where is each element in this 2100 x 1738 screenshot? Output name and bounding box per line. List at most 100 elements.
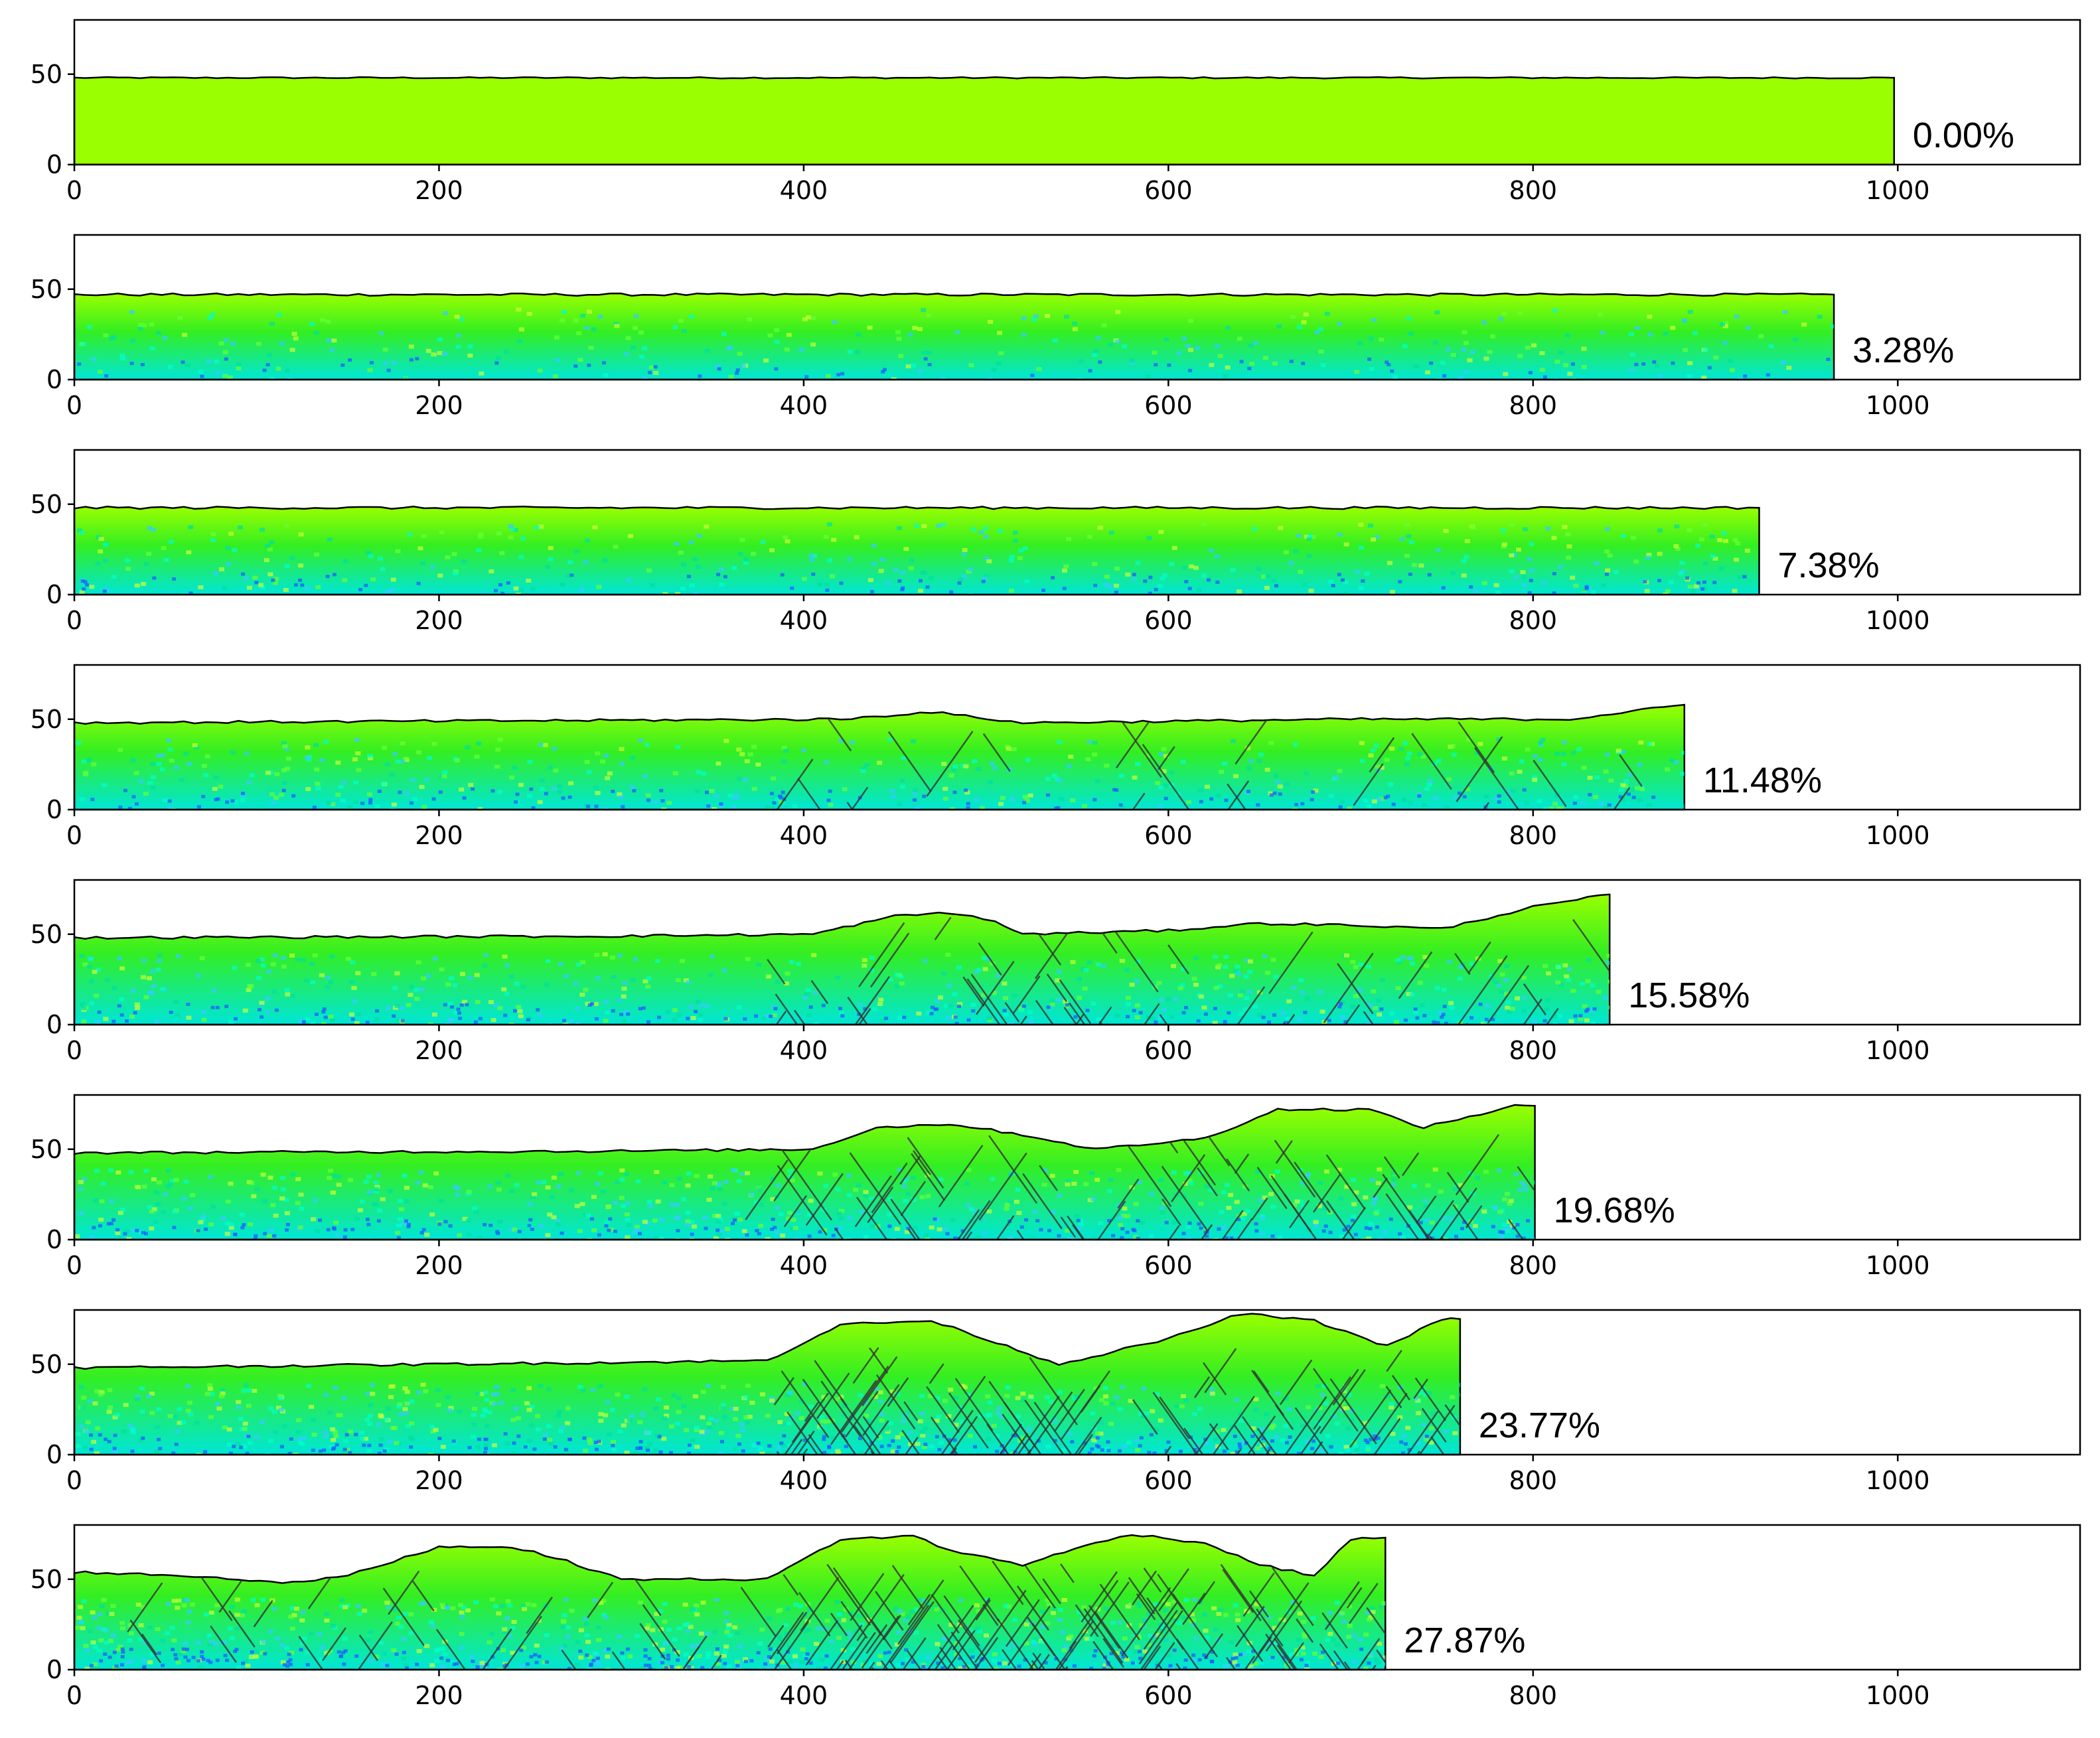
texture-dot [1095, 962, 1101, 967]
texture-dot [824, 760, 830, 764]
texture-dot [1402, 344, 1408, 348]
texture-dot [1158, 584, 1163, 589]
texture-dot [847, 350, 853, 354]
texture-dot [1082, 804, 1087, 808]
texture-dot [1039, 1640, 1045, 1644]
crack-line [1128, 1577, 1156, 1615]
texture-dot [901, 756, 907, 760]
texture-dot [735, 1630, 741, 1635]
texture-dot [895, 330, 901, 334]
texture-dot [731, 804, 737, 809]
texture-dot [881, 370, 885, 374]
texture-dot [949, 807, 955, 810]
texture-dot [341, 780, 347, 785]
crack-line [1158, 746, 1175, 770]
texture-dot [783, 981, 789, 985]
texture-dot [138, 323, 144, 327]
texture-dot [89, 1001, 95, 1005]
texture-dot [560, 1625, 566, 1629]
texture-dot [982, 967, 988, 972]
texture-dot [900, 571, 906, 575]
texture-dot [743, 1660, 748, 1664]
texture-dot [1481, 320, 1487, 325]
texture-dot [710, 1420, 715, 1425]
texture-dot [1140, 1654, 1146, 1659]
texture-dot [723, 1644, 729, 1649]
texture-dot [117, 1236, 123, 1240]
texture-dot [864, 762, 870, 767]
texture-dot [771, 1217, 775, 1221]
texture-dot [951, 767, 957, 772]
texture-dot [789, 960, 795, 964]
texture-dot [1191, 1597, 1197, 1602]
texture-dot [475, 1665, 480, 1669]
texture-dot [430, 1623, 436, 1628]
texture-dot [1591, 590, 1596, 595]
texture-dot [1062, 1598, 1067, 1602]
texture-dot [873, 1386, 879, 1391]
texture-dot [633, 326, 638, 330]
texture-dot [1216, 1611, 1222, 1616]
texture-dot [1683, 804, 1685, 809]
texture-dot [474, 973, 480, 978]
texture-dot [1566, 544, 1572, 549]
texture-dot [1673, 760, 1679, 764]
texture-dot [155, 968, 161, 972]
texture-dot [1133, 1439, 1139, 1443]
texture-dot [1466, 737, 1472, 742]
texture-dot [239, 1212, 245, 1217]
texture-dot [1426, 782, 1432, 787]
crack-line [1024, 1565, 1056, 1609]
texture-dot [453, 1185, 459, 1189]
texture-dot [408, 1630, 414, 1635]
texture-dot [684, 1622, 690, 1627]
x-tick-label: 200 [415, 1681, 463, 1710]
texture-dot [699, 1429, 705, 1434]
texture-dot [104, 374, 109, 378]
texture-dot [1285, 1017, 1291, 1021]
texture-dot [437, 337, 443, 341]
texture-dot [859, 1450, 865, 1455]
texture-dot [646, 1200, 652, 1204]
texture-dot [112, 1449, 118, 1454]
texture-dot [101, 1627, 107, 1632]
texture-dot [1388, 1217, 1393, 1221]
texture-dot [1340, 1406, 1346, 1411]
texture-dot [836, 1635, 842, 1640]
texture-dot [183, 1641, 188, 1646]
texture-dot [198, 1220, 204, 1224]
texture-dot [483, 953, 489, 958]
texture-dot [367, 1413, 373, 1418]
texture-dot [923, 1426, 928, 1431]
texture-dot [1469, 585, 1473, 589]
crack-line [358, 1634, 379, 1662]
texture-dot [227, 1627, 233, 1631]
texture-dot [1511, 553, 1517, 557]
texture-dot [301, 1436, 307, 1441]
texture-dot [177, 1407, 183, 1412]
crack-line [808, 1434, 830, 1455]
texture-dot [556, 1185, 562, 1189]
texture-dot [602, 952, 608, 957]
texture-dot [1024, 1218, 1029, 1222]
crack-line [1421, 1200, 1454, 1240]
texture-dot [708, 1417, 714, 1421]
texture-dot [722, 1415, 727, 1419]
texture-dot [508, 535, 514, 540]
texture-dot [440, 1664, 446, 1669]
texture-dot [1365, 1445, 1371, 1450]
crack-line [959, 1565, 1000, 1623]
texture-dot [676, 1229, 680, 1232]
texture-dot [743, 1395, 749, 1400]
texture-dot [1337, 1005, 1342, 1009]
texture-dot [1735, 542, 1741, 545]
texture-dot [496, 1611, 502, 1616]
texture-dot [926, 350, 932, 354]
texture-dot [706, 1425, 712, 1429]
texture-dot [717, 367, 721, 371]
texture-dot [808, 553, 814, 558]
texture-dot [986, 1016, 992, 1021]
texture-dot [998, 1415, 1004, 1419]
texture-dot [123, 1403, 129, 1408]
texture-dot [1136, 1219, 1140, 1223]
